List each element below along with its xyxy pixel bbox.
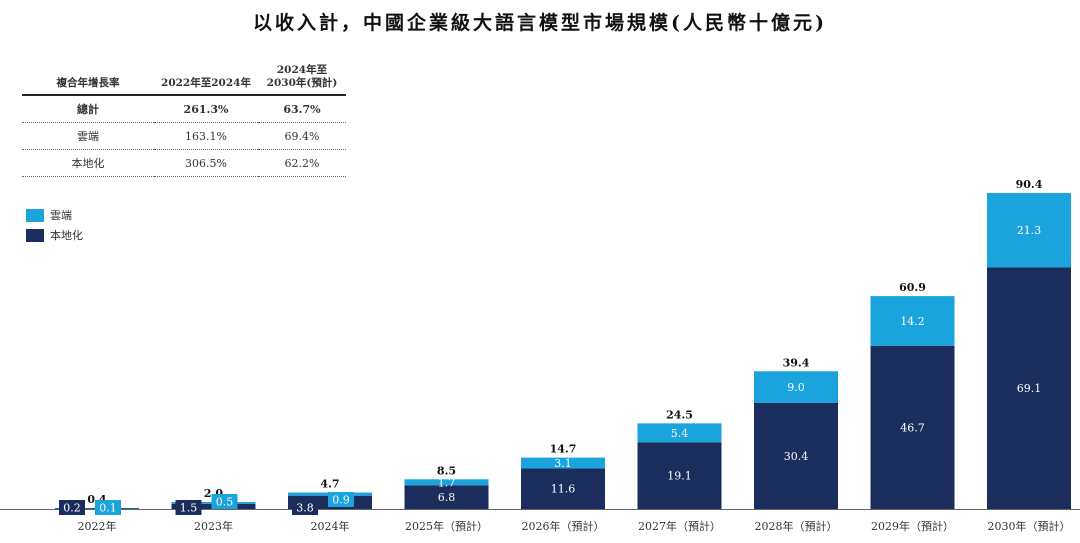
cloud-value-box bbox=[95, 500, 121, 515]
x-tick-label: 2029年（預計） bbox=[871, 519, 954, 533]
cagr-header-2024-2030: 2024年至 2030年(預計) bbox=[258, 62, 346, 96]
bar-segment-cloud bbox=[637, 423, 722, 443]
onprem-value-label: 1.5 bbox=[180, 502, 198, 515]
onprem-value-label: 0.2 bbox=[63, 502, 81, 515]
cloud-value-box bbox=[211, 494, 238, 509]
onprem-value-label: 46.7 bbox=[900, 421, 925, 434]
onprem-value-label: 11.6 bbox=[551, 483, 576, 496]
bar-segment-cloud bbox=[521, 457, 605, 469]
cloud-value-label: 0.9 bbox=[332, 494, 350, 507]
cloud-value-label: 0.5 bbox=[216, 496, 234, 509]
cagr-row-label: 雲端 bbox=[22, 122, 154, 150]
onprem-value-label: 3.8 bbox=[296, 502, 314, 515]
cagr-row-total: 總計 261.3% 63.7% bbox=[22, 95, 346, 123]
bar-segment-onprem bbox=[637, 442, 722, 509]
onprem-value-box bbox=[59, 500, 85, 515]
legend-label-onprem: 本地化 bbox=[50, 229, 83, 242]
onprem-value-label: 19.1 bbox=[667, 470, 692, 483]
legend-label-cloud: 雲端 bbox=[50, 209, 72, 222]
cagr-header-label: 複合年增長率 bbox=[22, 62, 154, 96]
bar-total-label: 4.7 bbox=[320, 478, 339, 491]
bar-total-label: 60.9 bbox=[899, 281, 926, 294]
bar-total-label: 90.4 bbox=[1016, 178, 1043, 191]
bar-total-label: 14.7 bbox=[550, 443, 577, 456]
bar-segment-cloud bbox=[870, 296, 955, 346]
x-tick-label: 2022年 bbox=[78, 519, 117, 533]
cagr-header-2022-2024: 2022年至2024年 bbox=[154, 62, 258, 96]
onprem-value-label: 69.1 bbox=[1017, 382, 1042, 395]
bar-total-label: 39.4 bbox=[783, 356, 810, 369]
x-tick-label: 2028年（預計） bbox=[755, 519, 838, 533]
bar-total-label: 24.5 bbox=[666, 408, 693, 421]
legend-item-onprem: 本地化 bbox=[26, 225, 83, 245]
onprem-value-label: 6.8 bbox=[438, 491, 456, 504]
cagr-row-onprem: 本地化 306.5% 62.2% bbox=[22, 149, 346, 177]
bar-segment-cloud bbox=[754, 371, 838, 403]
cagr-row-value-1: 163.1% bbox=[154, 122, 258, 150]
x-tick-label: 2026年（預計） bbox=[522, 519, 605, 533]
cloud-value-label: 0.1 bbox=[99, 502, 117, 515]
cloud-value-label: 21.3 bbox=[1017, 224, 1042, 237]
bar-total-label: 8.5 bbox=[437, 464, 456, 477]
bar-segment-onprem bbox=[870, 345, 955, 509]
bar-segment-cloud bbox=[987, 193, 1071, 268]
cagr-row-value-2: 63.7% bbox=[258, 95, 346, 123]
legend-swatch-cloud bbox=[26, 208, 44, 222]
cagr-row-label: 總計 bbox=[22, 95, 154, 123]
cagr-row-label: 本地化 bbox=[22, 149, 154, 177]
cagr-row-value-2: 69.4% bbox=[258, 122, 346, 150]
onprem-value-box bbox=[292, 500, 318, 515]
x-tick-label: 2025年（預計） bbox=[405, 519, 488, 533]
legend-item-cloud: 雲端 bbox=[26, 205, 83, 225]
bar-segment-cloud bbox=[404, 479, 489, 486]
x-tick-label: 2027年（預計） bbox=[638, 519, 721, 533]
cloud-value-label: 3.1 bbox=[554, 457, 572, 470]
chart-title: 以收入計，中國企業級大語言模型市場規模(人民幣十億元) bbox=[253, 12, 827, 34]
cagr-row-value-1: 306.5% bbox=[154, 149, 258, 177]
bar-segment-onprem bbox=[754, 402, 838, 509]
onprem-value-box bbox=[175, 500, 202, 515]
cloud-value-label: 9.0 bbox=[787, 381, 805, 394]
x-tick-label: 2023年 bbox=[194, 519, 233, 533]
bar-segment-onprem bbox=[987, 267, 1071, 509]
cagr-row-value-2: 62.2% bbox=[258, 149, 346, 177]
x-tick-label: 2030年（預計） bbox=[988, 519, 1071, 533]
cloud-value-box bbox=[328, 492, 354, 507]
cloud-value-label: 1.7 bbox=[438, 476, 456, 489]
x-tick-label: 2024年 bbox=[311, 519, 350, 533]
chart-legend: 雲端 本地化 bbox=[26, 205, 83, 245]
bar-segment-onprem bbox=[404, 485, 489, 509]
cagr-table: 複合年增長率 2022年至2024年 2024年至 2030年(預計) 總計 2… bbox=[22, 62, 346, 177]
cagr-row-value-1: 261.3% bbox=[154, 95, 258, 123]
cloud-value-label: 5.4 bbox=[671, 427, 689, 440]
cagr-header-2024-2030-text: 2024年至 2030年(預計) bbox=[266, 64, 338, 89]
cloud-value-label: 14.2 bbox=[900, 315, 925, 328]
onprem-value-label: 30.4 bbox=[784, 450, 809, 463]
cagr-row-cloud: 雲端 163.1% 69.4% bbox=[22, 122, 346, 150]
legend-swatch-onprem bbox=[26, 228, 44, 242]
bar-segment-onprem bbox=[521, 468, 605, 509]
